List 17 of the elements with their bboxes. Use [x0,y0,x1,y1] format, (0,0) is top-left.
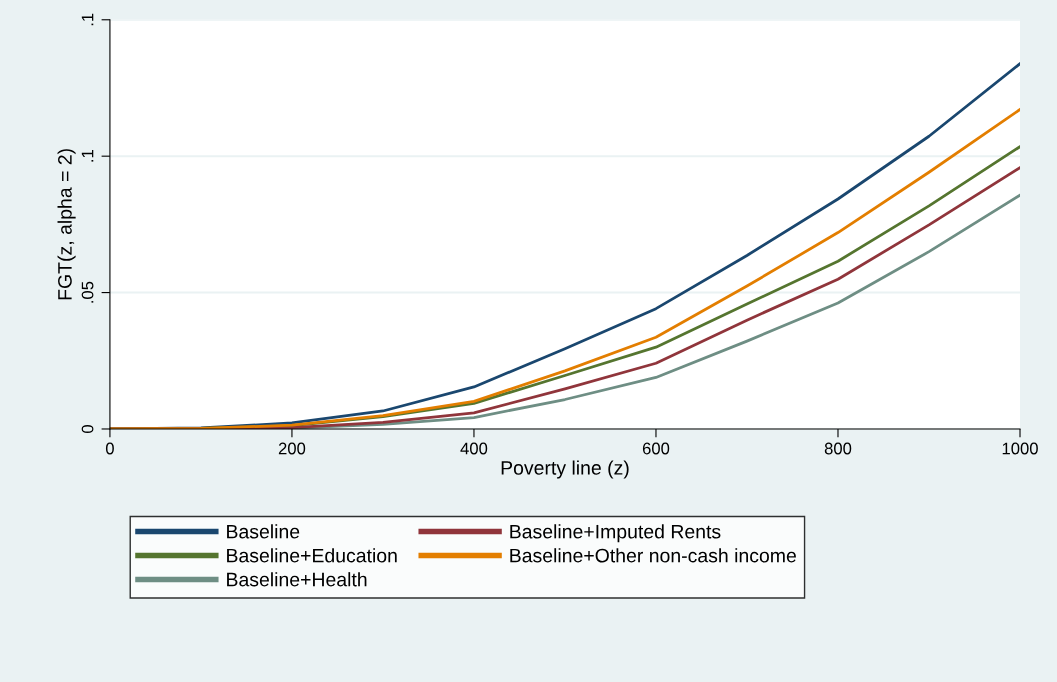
y-tick-label: .1 [81,13,94,26]
x-tick-label: 0 [105,442,114,455]
x-tick-label: 800 [824,442,852,455]
legend-label: Baseline+Other non-cash income [510,548,796,563]
x-tick-label: 400 [460,442,488,455]
legend-label: Baseline [227,524,300,539]
y-tick-label: .1 [81,150,94,162]
legend-label: Baseline+Imputed Rents [510,524,721,543]
y-tick-label: .05 [81,281,94,303]
y-tick-label: 0 [81,424,94,433]
x-tick-label: 600 [642,442,670,455]
x-tick-label: 1000 [1002,442,1038,455]
legend-label: Baseline+Health [227,572,367,587]
x-tick-label: 200 [278,442,306,455]
x-axis-title: Poverty line (z) [501,460,629,479]
y-axis-title: FGT(z, alpha = 2) [57,149,76,300]
legend-label: Baseline+Education [227,548,397,563]
